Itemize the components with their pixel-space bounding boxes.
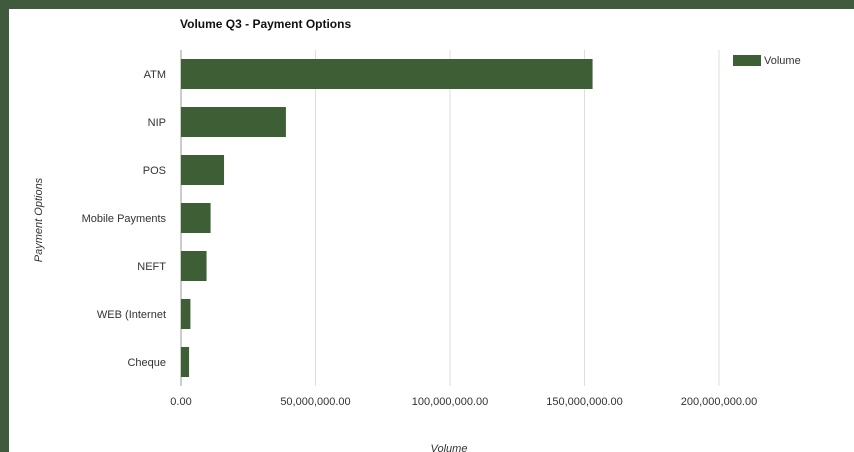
grid-layer bbox=[180, 50, 720, 386]
x-axis-title: Volume bbox=[431, 443, 468, 452]
category-label: NIP bbox=[148, 117, 166, 129]
x-tick-label: 100,000,000.00 bbox=[412, 396, 488, 408]
bar-mobile-payments[interactable] bbox=[181, 203, 211, 233]
category-label: Mobile Payments bbox=[82, 213, 167, 225]
category-label: Cheque bbox=[127, 357, 166, 369]
x-tick-label: 150,000,000.00 bbox=[546, 396, 622, 408]
x-tick-labels: 0.00 50,000,000.00 100,000,000.00 150,000,0… bbox=[170, 396, 757, 408]
bar-web-internet[interactable] bbox=[181, 299, 191, 329]
bar-atm[interactable] bbox=[181, 59, 593, 89]
bar-pos[interactable] bbox=[181, 155, 225, 185]
bar-neft[interactable] bbox=[181, 251, 207, 281]
legend-swatch-volume bbox=[733, 55, 761, 66]
bars-layer bbox=[181, 59, 593, 377]
category-label: NEFT bbox=[137, 261, 166, 273]
x-tick-label: 0.00 bbox=[170, 396, 191, 408]
bar-cheque[interactable] bbox=[181, 347, 190, 377]
legend-label-volume: Volume bbox=[764, 55, 801, 67]
legend: Volume bbox=[733, 55, 801, 67]
chart-title: Volume Q3 - Payment Options bbox=[180, 17, 351, 31]
x-tick-label: 50,000,000.00 bbox=[280, 396, 350, 408]
category-label: WEB (Internet bbox=[97, 309, 166, 321]
y-axis-title: Payment Options bbox=[33, 177, 45, 262]
category-labels: ATM NIP POS Mobile Payments NEFT WEB (Interne… bbox=[82, 69, 167, 369]
bar-nip[interactable] bbox=[181, 107, 286, 137]
category-label: POS bbox=[143, 165, 166, 177]
x-tick-label: 200,000,000.00 bbox=[681, 396, 757, 408]
category-label: ATM bbox=[144, 69, 166, 81]
